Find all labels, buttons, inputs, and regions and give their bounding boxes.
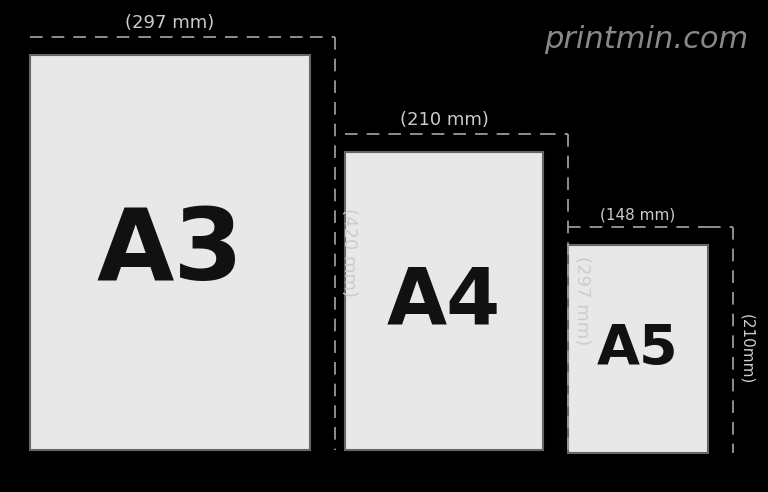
Bar [568, 245, 708, 453]
Text: (210mm): (210mm) [740, 314, 754, 384]
Text: A4: A4 [387, 263, 502, 339]
Text: (210 mm): (210 mm) [399, 111, 488, 129]
Text: (420 mm): (420 mm) [340, 208, 358, 297]
Text: (297 mm): (297 mm) [573, 256, 591, 345]
Bar [30, 55, 310, 450]
Bar [345, 152, 543, 450]
Text: (148 mm): (148 mm) [601, 207, 676, 222]
Text: printmin.com: printmin.com [544, 26, 748, 55]
Text: A3: A3 [97, 204, 243, 301]
Text: A5: A5 [598, 322, 679, 376]
Text: (297 mm): (297 mm) [125, 14, 214, 32]
